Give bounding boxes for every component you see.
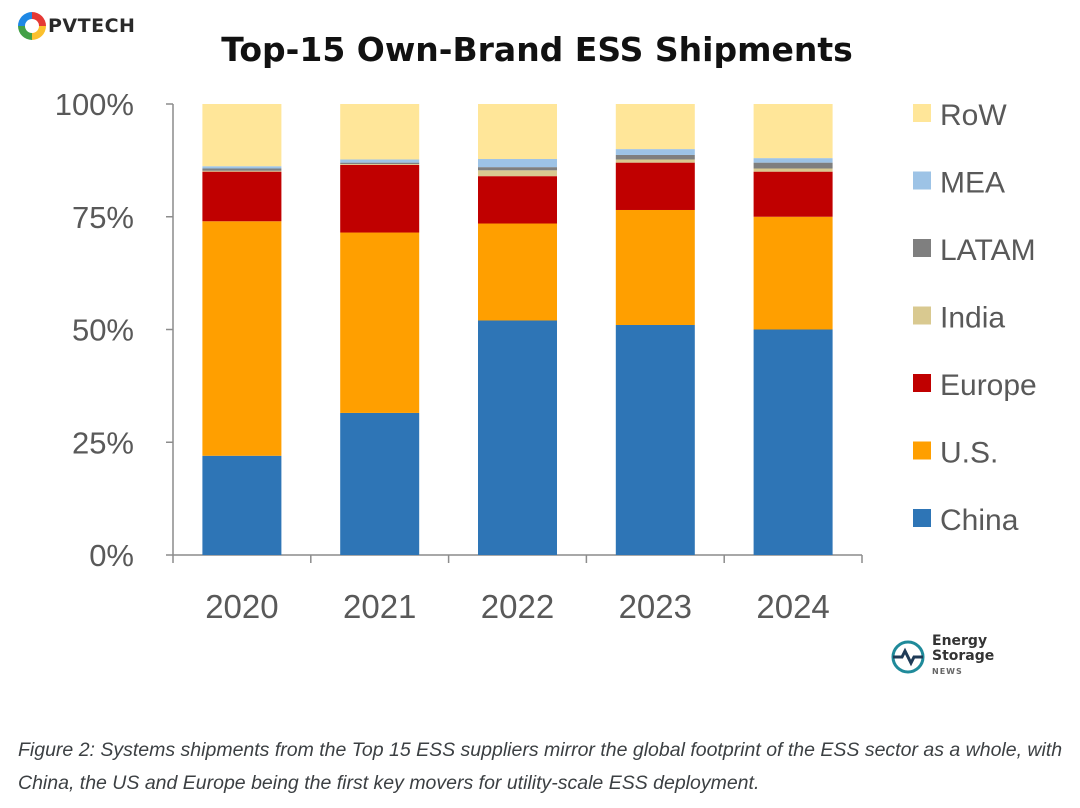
bar-segment — [202, 455, 282, 555]
bar-segment — [340, 162, 420, 164]
legend-swatch — [913, 509, 931, 527]
ess-logo-line3: NEWS — [932, 667, 963, 676]
y-tick-label: 50% — [72, 313, 134, 348]
bar-segment — [340, 163, 420, 165]
bar-segment — [615, 324, 695, 555]
chart: Top-15 Own-Brand ESS Shipments 0% 25% 50% 75… — [55, 30, 1037, 625]
legend-swatch — [913, 239, 931, 257]
bar-segment — [340, 412, 420, 555]
bar-segment — [615, 209, 695, 325]
bar-segment — [615, 154, 695, 160]
y-tick-label: 0% — [89, 538, 134, 573]
bar-segment — [478, 159, 557, 168]
bar-segment — [615, 149, 695, 155]
bar-segment — [478, 223, 557, 321]
legend-label: Europe — [940, 369, 1037, 402]
bar-segment — [753, 168, 833, 172]
legend-label: India — [940, 302, 1005, 335]
legend-swatch — [913, 104, 931, 122]
legend-swatch — [913, 374, 931, 392]
bar-segment — [202, 168, 282, 171]
pvtech-logo-icon — [18, 12, 46, 40]
x-tick-label: 2022 — [481, 588, 554, 625]
bar-segment — [340, 232, 420, 413]
bar-segment — [615, 162, 695, 210]
bar-segment — [753, 329, 833, 555]
bar-segment — [753, 216, 833, 330]
bar-segment — [478, 176, 557, 224]
legend-label: U.S. — [940, 437, 998, 470]
x-tick-label: 2020 — [205, 588, 278, 625]
legend-label: China — [940, 504, 1019, 537]
bar-segment — [202, 104, 282, 167]
bar-segment — [478, 320, 557, 555]
bar-segment — [202, 170, 282, 172]
bar-segment — [340, 159, 420, 163]
bar-segment — [202, 221, 282, 456]
bar-segment — [202, 171, 282, 222]
y-tick-label: 75% — [72, 200, 134, 235]
figure-caption: Figure 2: Systems shipments from the Top… — [18, 739, 1063, 794]
x-tick-label: 2021 — [343, 588, 416, 625]
bar-segment — [340, 164, 420, 233]
legend-label: LATAM — [940, 234, 1036, 267]
bar-segment — [753, 162, 833, 169]
bar-segment — [478, 170, 557, 177]
ess-logo-line1: Energy — [932, 633, 988, 649]
bar-segment — [478, 104, 557, 160]
bar-segment — [753, 104, 833, 159]
legend-label: MEA — [940, 167, 1005, 200]
energy-storage-news-icon — [891, 640, 925, 673]
bar-segment — [753, 158, 833, 163]
bar-segment — [478, 167, 557, 171]
legend-swatch — [913, 171, 931, 190]
legend-label: RoW — [940, 99, 1007, 132]
legend-swatch — [913, 306, 931, 325]
bar-segment — [340, 104, 420, 160]
bar-segment — [202, 166, 282, 169]
bar-segment — [615, 159, 695, 163]
x-tick-label: 2024 — [756, 588, 829, 625]
y-tick-label: 100% — [55, 87, 134, 122]
x-tick-label: 2023 — [619, 588, 692, 625]
bar-segment — [753, 171, 833, 217]
pvtech-logo: PVTECH — [18, 12, 135, 40]
energy-storage-news-logo: Energy Storage NEWS — [890, 634, 994, 679]
bar-segment — [615, 104, 695, 150]
chart-title: Top-15 Own-Brand ESS Shipments — [221, 30, 853, 69]
pvtech-logo-text: PVTECH — [48, 15, 136, 37]
y-tick-label: 25% — [72, 425, 134, 460]
legend-swatch — [913, 441, 931, 460]
ess-logo-line2: Storage — [932, 648, 995, 664]
